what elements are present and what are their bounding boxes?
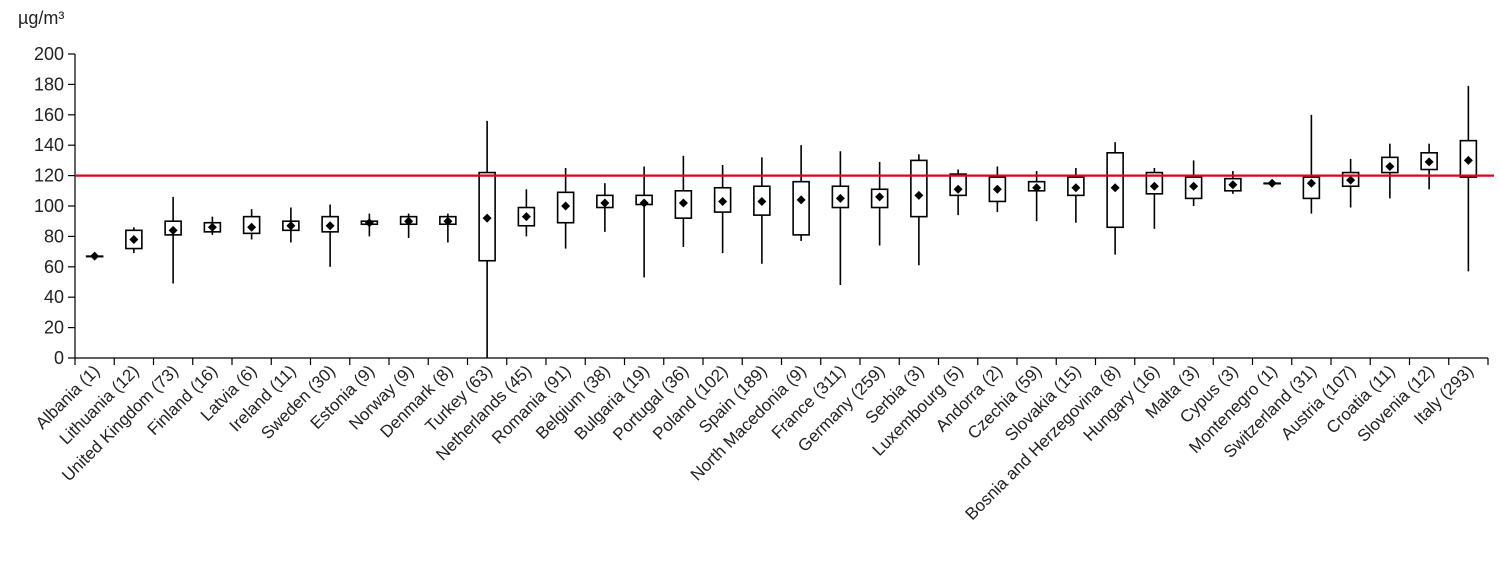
box-24 xyxy=(988,166,1007,213)
box-9 xyxy=(399,213,418,238)
box-29 xyxy=(1184,160,1203,206)
y-tick-label: 140 xyxy=(34,135,64,155)
box-1 xyxy=(85,251,104,261)
median-marker xyxy=(129,234,139,244)
box-30 xyxy=(1224,171,1242,194)
median-marker xyxy=(286,221,296,231)
median-marker xyxy=(1110,183,1120,193)
box-18 xyxy=(753,157,771,264)
median-marker xyxy=(992,184,1002,194)
box xyxy=(1302,176,1321,200)
median-marker xyxy=(168,225,178,235)
box-17 xyxy=(713,164,732,254)
box-28 xyxy=(1145,168,1164,229)
median-marker xyxy=(1463,155,1473,165)
box-25 xyxy=(1027,171,1046,222)
median-marker xyxy=(796,195,806,205)
box-32 xyxy=(1302,114,1321,214)
median-marker xyxy=(443,216,453,226)
box-16 xyxy=(674,155,693,248)
median-marker xyxy=(207,222,217,232)
box xyxy=(792,180,810,236)
box-21 xyxy=(870,161,889,246)
median-marker xyxy=(90,251,100,261)
box-2 xyxy=(125,227,143,254)
median-marker xyxy=(1306,178,1316,188)
box-11 xyxy=(478,120,496,358)
median-marker xyxy=(1385,161,1395,171)
box-36 xyxy=(1459,85,1478,272)
median-marker xyxy=(678,198,688,208)
y-tick-label: 100 xyxy=(34,196,64,216)
median-marker xyxy=(1267,178,1277,188)
y-axis-unit-label: µg/m³ xyxy=(18,8,65,28)
box-33 xyxy=(1341,158,1360,208)
median-marker xyxy=(718,196,728,206)
median-marker xyxy=(404,216,414,226)
box-35 xyxy=(1420,143,1438,190)
y-tick-label: 80 xyxy=(44,226,64,246)
median-marker xyxy=(561,201,571,211)
box-31 xyxy=(1263,178,1281,188)
median-marker xyxy=(914,190,924,200)
median-marker xyxy=(1228,180,1238,190)
box-6 xyxy=(282,207,300,243)
median-marker xyxy=(1149,181,1159,191)
median-marker xyxy=(1424,157,1434,167)
box-34 xyxy=(1381,143,1399,199)
box-12 xyxy=(517,189,536,237)
median-marker xyxy=(875,192,885,202)
box-13 xyxy=(556,168,575,249)
median-marker xyxy=(247,222,257,232)
y-tick-label: 20 xyxy=(44,318,64,338)
median-marker xyxy=(482,213,492,223)
box-27 xyxy=(1106,142,1124,255)
median-marker xyxy=(835,193,845,203)
median-marker xyxy=(600,198,610,208)
median-marker xyxy=(1189,181,1199,191)
box xyxy=(949,173,967,197)
median-marker xyxy=(364,218,374,228)
y-tick-label: 0 xyxy=(54,348,64,368)
box-plot-series xyxy=(85,85,1478,358)
median-marker xyxy=(953,184,963,194)
box-14 xyxy=(596,183,614,232)
median-marker xyxy=(1346,175,1356,185)
y-tick-label: 120 xyxy=(34,166,64,186)
box-23 xyxy=(949,169,967,216)
y-tick-label: 160 xyxy=(34,105,64,125)
y-tick-label: 40 xyxy=(44,287,64,307)
x-axis xyxy=(74,357,1489,365)
median-marker xyxy=(325,221,335,231)
median-marker xyxy=(521,212,531,222)
box-7 xyxy=(321,204,339,267)
y-tick-label: 180 xyxy=(34,74,64,94)
median-marker xyxy=(1032,183,1042,193)
box-3 xyxy=(164,196,182,284)
y-axis: 0 20 40 60 80 100 120 140 160 180 200 xyxy=(34,44,76,368)
box-8 xyxy=(360,213,379,237)
box-5 xyxy=(242,209,261,240)
y-tick-label: 200 xyxy=(34,44,64,64)
x-tick-labels: Albania (1)Lithuania (12)United Kingdom … xyxy=(32,361,1477,523)
median-marker xyxy=(1071,183,1081,193)
median-marker xyxy=(757,196,767,206)
box-15 xyxy=(635,166,653,278)
box-19 xyxy=(792,145,810,241)
median-marker xyxy=(639,198,649,208)
box-26 xyxy=(1067,168,1085,223)
box-4 xyxy=(203,216,222,235)
box xyxy=(910,159,928,218)
box-22 xyxy=(910,154,928,266)
box-20 xyxy=(831,151,850,286)
y-tick-label: 60 xyxy=(44,257,64,277)
box-10 xyxy=(439,213,457,243)
